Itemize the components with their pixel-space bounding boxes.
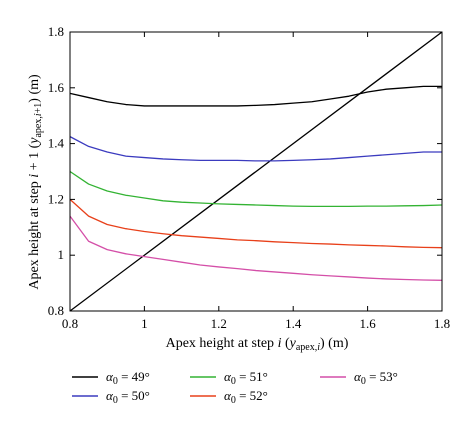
y-tick-label: 1.2 — [48, 191, 64, 206]
legend-label-3: α0 = 51° — [224, 369, 268, 387]
x-tick-label: 1.8 — [434, 316, 450, 331]
x-tick-label: 1.6 — [359, 316, 376, 331]
series-line-5 — [69, 215, 443, 281]
series-line-3 — [69, 170, 443, 208]
y-tick-label: 0.8 — [48, 303, 64, 318]
series-line-2 — [69, 136, 442, 162]
x-tick-label: 1 — [141, 316, 148, 331]
identity-line — [69, 31, 443, 312]
series-line-1 — [69, 85, 442, 107]
legend: α0 = 49° α0 = 51° α0 = 53° α0 = 50° α0 = 52° — [72, 369, 398, 406]
y-tick-label: 1.6 — [48, 80, 65, 95]
tick-labels: 0.8 1 1.2 1.4 1.6 1.8 0.8 1 1.2 1.4 1.6 1.8 — [48, 24, 450, 331]
y-tick-label: 1.4 — [48, 136, 65, 151]
y-axis-label: Apex height at step i + 1 (yapex,i+1) (m… — [27, 74, 44, 290]
legend-label-4: α0 = 52° — [224, 388, 268, 406]
x-tick-label: 0.8 — [62, 316, 78, 331]
series-line-4 — [69, 198, 443, 249]
legend-label-5: α0 = 53° — [354, 369, 398, 387]
legend-label-1: α0 = 49° — [106, 369, 150, 387]
curves-layer — [69, 31, 443, 312]
plot-area-frame — [69, 31, 443, 312]
x-tick-label: 1.4 — [285, 316, 302, 331]
legend-label-2: α0 = 50° — [106, 388, 150, 406]
y-tick-label: 1 — [58, 247, 65, 262]
x-axis-label: Apex height at step i (yapex,i) (m) — [166, 336, 349, 353]
tick-marks — [69, 31, 443, 312]
y-tick-label: 1.8 — [48, 24, 64, 39]
x-tick-label: 1.2 — [211, 316, 227, 331]
